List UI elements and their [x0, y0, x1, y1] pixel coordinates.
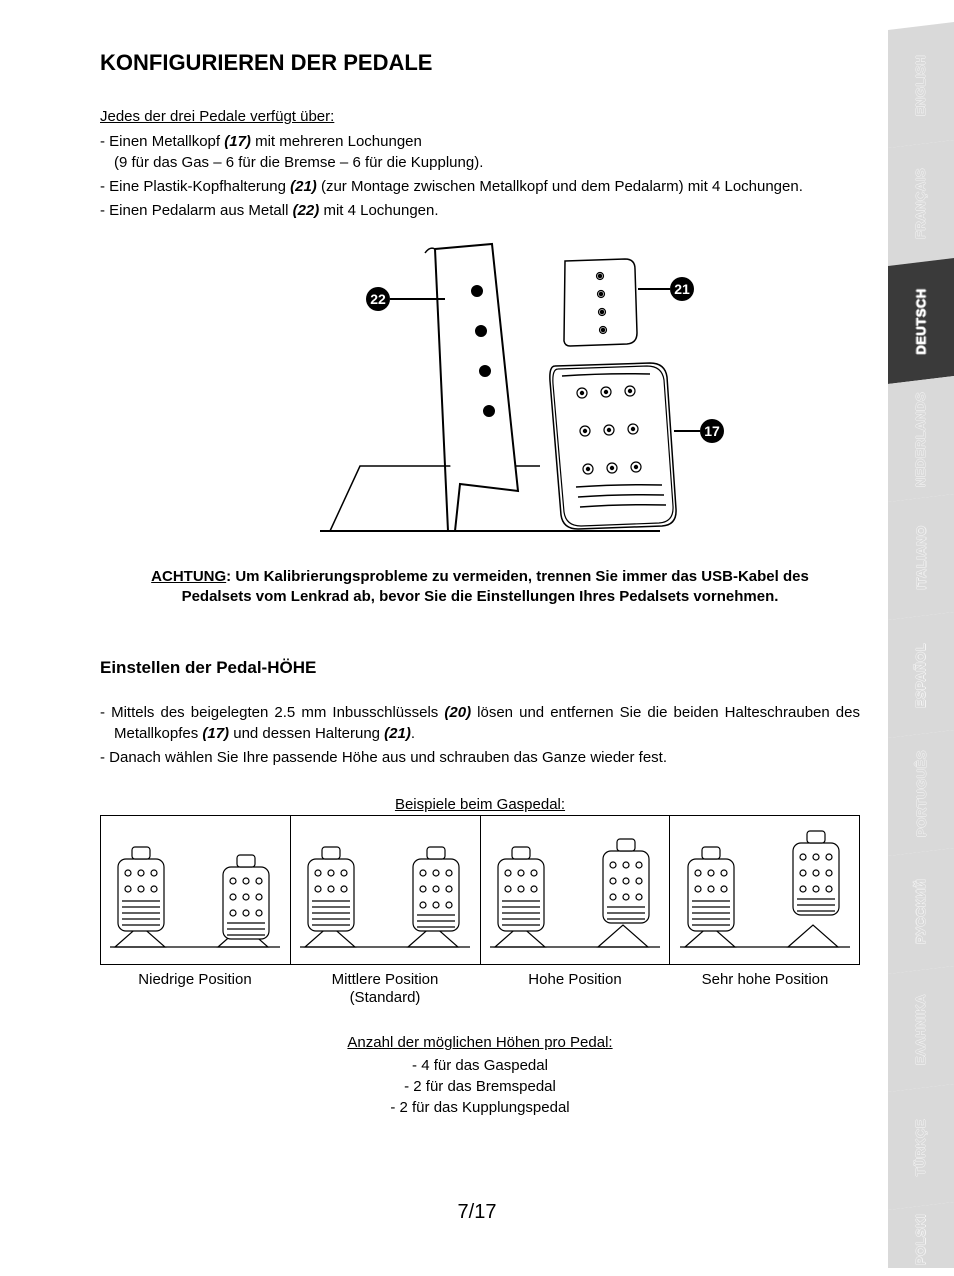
label: PORTUGUÊS — [914, 750, 929, 837]
pedal-position-mid — [291, 815, 481, 965]
pedal-position-veryhigh — [670, 815, 860, 965]
label-high: Hohe Position — [480, 971, 670, 1009]
heights-clutch: - 2 für das Kupplungspedal — [100, 1097, 860, 1118]
text: (9 für das Gas – 6 für die Bremse – 6 fü… — [114, 154, 483, 171]
svg-text:17: 17 — [704, 423, 720, 439]
lang-tab-italiano[interactable]: ITALIANO — [888, 502, 954, 612]
label: РУССКИЙ — [914, 878, 929, 944]
text: Pedalsets vom Lenkrad ab, bevor Sie die … — [182, 588, 779, 605]
lang-tab-nederlands[interactable]: NEDERLANDS — [888, 384, 954, 494]
lang-tab-english[interactable]: ENGLISH — [888, 30, 954, 140]
lang-tab-turkce[interactable]: TÜRKÇE — [888, 1092, 954, 1202]
page-title: KONFIGURIEREN DER PEDALE — [100, 50, 860, 76]
label-veryhigh: Sehr hohe Position — [670, 971, 860, 1009]
label: NEDERLANDS — [914, 391, 929, 486]
spec-item: - Eine Plastik-Kopfhalterung (21) (zur M… — [100, 176, 860, 197]
pedal-icon — [680, 825, 850, 955]
pedal-positions-grid — [100, 815, 860, 965]
text: : Um Kalibrierungsprobleme zu vermeiden,… — [226, 568, 809, 585]
svg-text:22: 22 — [370, 291, 386, 307]
height-step: - Danach wählen Sie Ihre passende Höhe a… — [100, 747, 860, 768]
label: TÜRKÇE — [913, 1118, 928, 1175]
warning-notice: ACHTUNG: Um Kalibrierungsprobleme zu ver… — [100, 567, 860, 608]
language-tabs: ENGLISH FRANÇAIS DEUTSCH NEDERLANDS ITAL… — [888, 30, 954, 1276]
examples-caption: Beispiele beim Gaspedal: — [100, 796, 860, 813]
svg-text:21: 21 — [674, 281, 690, 297]
lang-tab-russian[interactable]: РУССКИЙ — [888, 856, 954, 966]
text: (Standard) — [350, 989, 421, 1006]
label: DEUTSCH — [914, 288, 929, 354]
height-subheading: Einstellen der Pedal-HÖHE — [100, 658, 860, 678]
heights-brake: - 2 für das Bremspedal — [100, 1076, 860, 1097]
pedal-diagram: 22 21 17 — [230, 231, 730, 561]
pedal-position-labels: Niedrige Position Mittlere Position (Sta… — [100, 971, 860, 1009]
lang-tab-portugues[interactable]: PORTUGUÊS — [888, 738, 954, 848]
heights-list: - 4 für das Gaspedal - 2 für das Bremspe… — [100, 1055, 860, 1118]
ref-21: (21) — [290, 178, 317, 195]
text: - Einen Metallkopf — [100, 133, 224, 150]
lang-tab-espanol[interactable]: ESPAÑOL — [888, 620, 954, 730]
ref-17: (17) — [224, 133, 251, 150]
pedal-position-low — [100, 815, 291, 965]
text: - Mittels des beigelegten 2.5 mm Inbussc… — [100, 704, 444, 721]
label: FRANÇAIS — [914, 167, 929, 238]
lang-tab-francais[interactable]: FRANÇAIS — [888, 148, 954, 258]
text: mit 4 Lochungen. — [319, 202, 438, 219]
label: ESPAÑOL — [913, 642, 928, 707]
spec-item: - Einen Pedalarm aus Metall (22) mit 4 L… — [100, 200, 860, 221]
text: - Einen Pedalarm aus Metall — [100, 202, 293, 219]
heights-caption: Anzahl der möglichen Höhen pro Pedal: — [100, 1034, 860, 1051]
text: . — [411, 725, 415, 742]
warning-lead: ACHTUNG — [151, 568, 226, 585]
pedal-position-high — [481, 815, 671, 965]
ref-22: (22) — [293, 202, 320, 219]
label-low: Niedrige Position — [100, 971, 290, 1009]
label-mid: Mittlere Position (Standard) — [290, 971, 480, 1009]
label: ENGLISH — [913, 54, 928, 115]
label: ITALIANO — [913, 525, 928, 589]
height-step: - Mittels des beigelegten 2.5 mm Inbussc… — [100, 702, 860, 744]
text: und dessen Halterung — [229, 725, 384, 742]
text: (zur Montage zwischen Metallkopf und dem… — [317, 178, 803, 195]
lang-tab-greek[interactable]: ΕΛΛΗΝΙΚΑ — [888, 974, 954, 1084]
label: ΕΛΛΗΝΙΚΑ — [914, 993, 929, 1064]
ref-17: (17) — [202, 725, 229, 742]
lang-tab-polski[interactable]: POLSKI — [888, 1210, 954, 1268]
text: mit mehreren Lochungen — [251, 133, 422, 150]
height-steps: - Mittels des beigelegten 2.5 mm Inbussc… — [100, 702, 860, 768]
page-content: KONFIGURIEREN DER PEDALE Jedes der drei … — [100, 50, 860, 1118]
intro-line: Jedes der drei Pedale verfügt über: — [100, 108, 860, 125]
spec-list: - Einen Metallkopf (17) mit mehreren Loc… — [100, 131, 860, 221]
spec-item: - Einen Metallkopf (17) mit mehreren Loc… — [100, 131, 860, 173]
pedal-icon — [490, 825, 660, 955]
text: Mittlere Position — [332, 971, 439, 988]
ref-21: (21) — [384, 725, 411, 742]
ref-20: (20) — [444, 704, 471, 721]
label: POLSKI — [914, 1213, 929, 1264]
lang-tab-deutsch[interactable]: DEUTSCH — [888, 266, 954, 376]
pedal-icon — [110, 825, 280, 955]
heights-gas: - 4 für das Gaspedal — [100, 1055, 860, 1076]
text: - Eine Plastik-Kopfhalterung — [100, 178, 290, 195]
pedal-icon — [300, 825, 470, 955]
page-number: 7/17 — [0, 1201, 954, 1224]
